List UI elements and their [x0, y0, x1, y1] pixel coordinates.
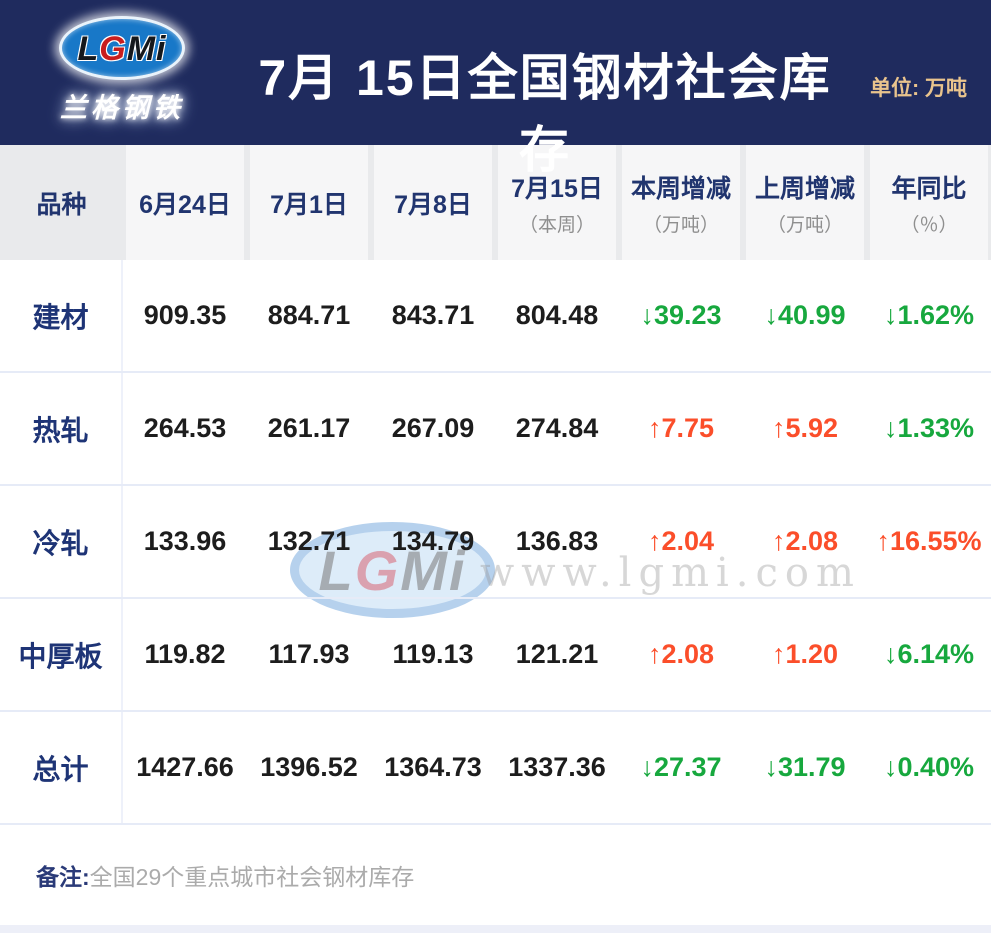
prev-week-change-cell: ↑1.20	[771, 639, 839, 669]
value-cell: 1337.36	[508, 752, 606, 782]
unit-label: 单位: 万吨	[870, 77, 967, 100]
value-cell: 1427.66	[136, 752, 234, 782]
week-change-cell: ↓39.23	[640, 300, 722, 330]
value-cell: 264.53	[143, 413, 227, 443]
column-header-prev-week-change: 上周增减 （万吨）	[746, 145, 864, 260]
week-change-cell: ↑2.04	[647, 526, 715, 556]
footnote-text: 全国29个重点城市社会钢材库存	[89, 864, 415, 890]
week-change-cell: ↑2.08	[647, 639, 715, 669]
table-row: 热轧 264.53 261.17 267.09 274.84 ↑7.75 ↑5.…	[0, 373, 991, 486]
page-title: 7月 15日全国钢材社会库存	[258, 50, 832, 178]
footnote: 备注: 全国29个重点城市社会钢材库存	[0, 825, 991, 925]
value-cell: 804.48	[515, 300, 599, 330]
column-header-label: 上周增减	[754, 174, 855, 203]
column-header-week-change: 本周增减 （万吨）	[622, 145, 740, 260]
week-change-cell: ↑7.75	[647, 413, 715, 443]
column-header-label: 年同比	[891, 174, 967, 203]
value-cell: 119.13	[392, 639, 474, 669]
yoy-cell: ↑16.55%	[876, 526, 982, 556]
prev-week-change-cell: ↓40.99	[764, 300, 846, 330]
prev-week-change-cell: ↑2.08	[771, 526, 839, 556]
yoy-cell: ↓1.62%	[883, 300, 975, 330]
week-change-cell: ↓27.37	[640, 752, 722, 782]
logo-letter: i	[156, 30, 167, 68]
column-header-label: 6月24日	[139, 190, 231, 219]
value-cell: 117.93	[268, 639, 350, 669]
column-header-subtitle: （本周）	[518, 214, 595, 236]
table-header-row: 品种 6月24日 7月1日 7月8日 7月15日 （本周） 本周增减 （万吨） …	[0, 145, 991, 260]
column-header-label: 本周增减	[630, 174, 731, 203]
lgmi-logo: LGMi 兰格钢铁	[42, 16, 202, 125]
value-cell: 843.71	[391, 300, 475, 330]
column-header-subtitle: （万吨）	[766, 214, 843, 236]
table-row: 冷轧 133.96 132.71 134.79 136.83 ↑2.04 ↑2.…	[0, 486, 991, 599]
value-cell: 121.21	[515, 639, 599, 669]
column-header-variety: 品种	[0, 145, 123, 260]
column-header-yoy: 年同比 （％）	[870, 145, 988, 260]
logo-letter: M	[126, 30, 157, 68]
value-cell: 1364.73	[384, 752, 482, 782]
value-cell: 119.82	[144, 639, 226, 669]
value-cell: 132.71	[267, 526, 351, 556]
row-label: 冷轧	[0, 486, 123, 597]
column-header-jul1: 7月1日	[250, 145, 368, 260]
column-header-label: 7月15日	[511, 174, 603, 203]
value-cell: 134.79	[391, 526, 475, 556]
yoy-cell: ↓6.14%	[883, 639, 975, 669]
header-banner: LGMi 兰格钢铁 7月 15日全国钢材社会库存 单位: 万吨	[0, 0, 991, 178]
table-row-total: 总计 1427.66 1396.52 1364.73 1337.36 ↓27.3…	[0, 712, 991, 825]
value-cell: 1396.52	[260, 752, 358, 782]
row-label: 建材	[0, 260, 123, 371]
value-cell: 267.09	[391, 413, 475, 443]
yoy-cell: ↓0.40%	[883, 752, 975, 782]
value-cell: 261.17	[267, 413, 351, 443]
logo-letter: G	[99, 30, 127, 68]
value-cell: 133.96	[143, 526, 227, 556]
value-cell: 884.71	[267, 300, 351, 330]
column-header-jun24: 6月24日	[126, 145, 244, 260]
prev-week-change-cell: ↑5.92	[771, 413, 839, 443]
column-header-jul15: 7月15日 （本周）	[498, 145, 616, 260]
bottom-decor-strip	[0, 925, 991, 933]
table-row: 中厚板 119.82 117.93 119.13 121.21 ↑2.08 ↑1…	[0, 599, 991, 712]
value-cell: 136.83	[515, 526, 599, 556]
prev-week-change-cell: ↓31.79	[764, 752, 846, 782]
footnote-label: 备注:	[36, 864, 90, 890]
row-label: 总计	[0, 712, 123, 823]
value-cell: 274.84	[515, 413, 599, 443]
value-cell: 909.35	[143, 300, 227, 330]
column-header-subtitle: （万吨）	[642, 214, 719, 236]
lgmi-logo-ellipse-icon: LGMi	[59, 16, 185, 80]
column-header-subtitle: （％）	[900, 214, 958, 236]
row-label: 中厚板	[0, 599, 123, 710]
column-header-label: 品种	[36, 190, 87, 219]
logo-letter: L	[77, 30, 100, 68]
yoy-cell: ↓1.33%	[883, 413, 975, 443]
logo-company-name: 兰格钢铁	[60, 93, 184, 123]
column-header-label: 7月8日	[394, 190, 472, 219]
column-header-jul8: 7月8日	[374, 145, 492, 260]
column-header-label: 7月1日	[270, 190, 348, 219]
table-row: 建材 909.35 884.71 843.71 804.48 ↓39.23 ↓4…	[0, 260, 991, 373]
row-label: 热轧	[0, 373, 123, 484]
